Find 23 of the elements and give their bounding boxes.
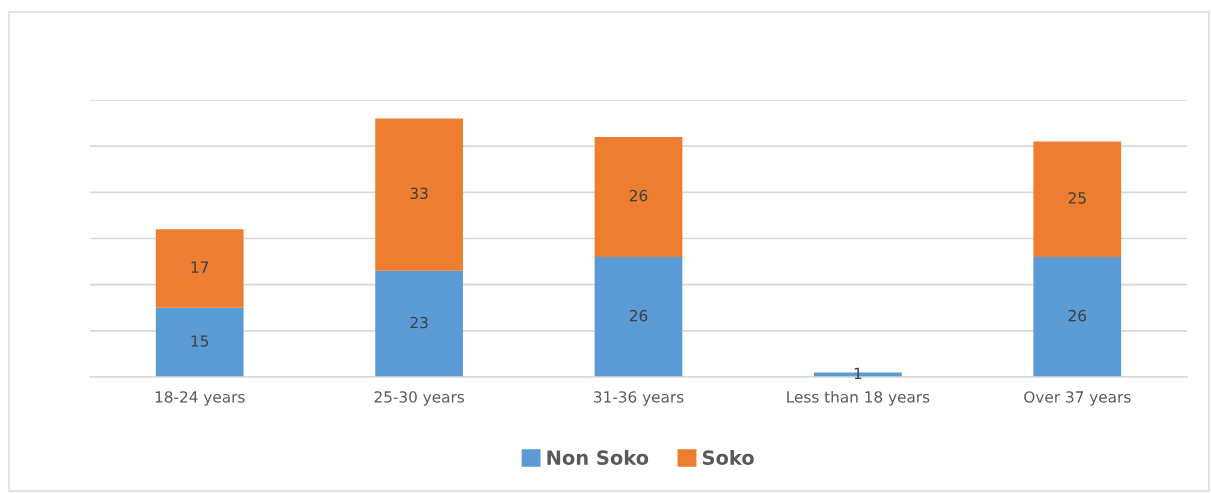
- bar: [155, 229, 244, 308]
- data-label: 25: [1068, 192, 1086, 204]
- data-label: 26: [629, 309, 648, 322]
- data-label: 15: [191, 335, 209, 347]
- bar: [375, 270, 463, 377]
- data-label: 26: [1068, 309, 1087, 322]
- data-label: 17: [191, 261, 209, 273]
- bar: [1033, 256, 1122, 377]
- bar: [594, 136, 683, 257]
- bar: [594, 256, 683, 377]
- x-tick-label: 25-30 years: [374, 391, 464, 406]
- data-label: 33: [410, 187, 428, 200]
- x-tick-label: 18-24 years: [155, 391, 245, 406]
- bar: [155, 307, 244, 377]
- data-label: 26: [629, 189, 648, 202]
- data-label: 23: [410, 316, 428, 329]
- bar: [375, 118, 463, 271]
- legend-label: Non Soko: [547, 449, 649, 465]
- x-tick-label: Over 37 years: [1024, 391, 1131, 406]
- x-tick-label: 31-36 years: [594, 391, 684, 406]
- legend-label: Soko: [702, 449, 754, 465]
- bar: [1033, 141, 1122, 257]
- x-tick-label: Less than 18 years: [787, 390, 930, 406]
